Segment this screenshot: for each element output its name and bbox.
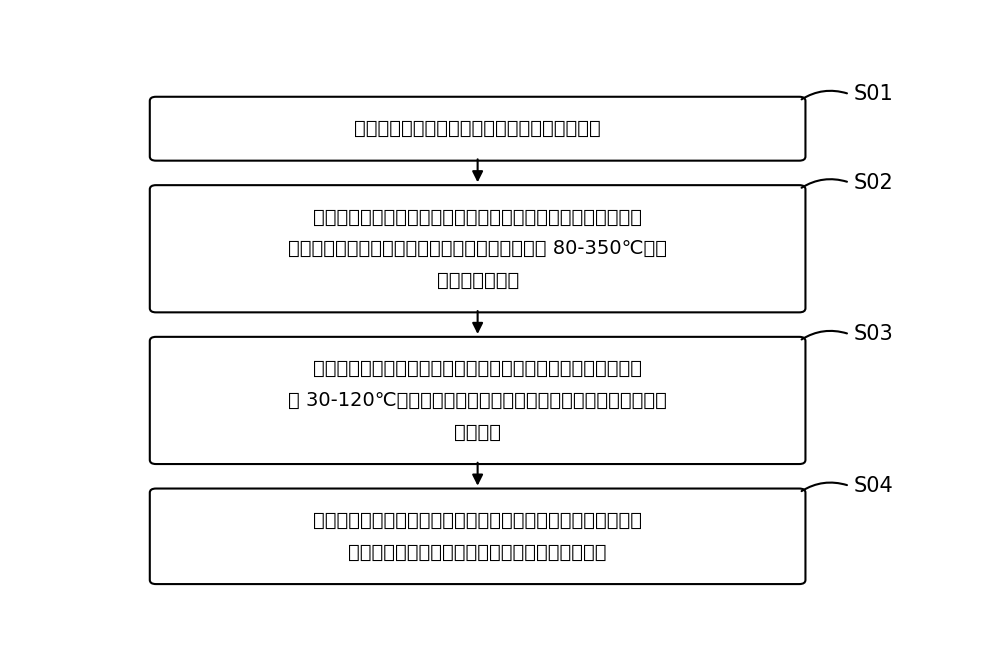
Text: 到第一混合液；: 到第一混合液； bbox=[436, 271, 519, 290]
FancyBboxPatch shape bbox=[150, 97, 805, 161]
Text: S04: S04 bbox=[854, 476, 893, 496]
Text: 提供残余阳离子前驱体的油溶性量子点混合液；: 提供残余阳离子前驱体的油溶性量子点混合液； bbox=[354, 119, 601, 138]
Text: 将所述油溶性量子点混合液在空气、惰性氛围或真空氛围下加入: 将所述油溶性量子点混合液在空气、惰性氛围或真空氛围下加入 bbox=[313, 207, 642, 227]
Text: 至 30-120℃，加入非极性有机溶剂进行第二混合处理，得到第二: 至 30-120℃，加入非极性有机溶剂进行第二混合处理，得到第二 bbox=[288, 391, 667, 410]
Text: 将所述第一混合液进行降温处理，使得所述第一混合液的温度降: 将所述第一混合液进行降温处理，使得所述第一混合液的温度降 bbox=[313, 359, 642, 378]
Text: 有机胺进行热混合处理，所述热混合处理的温度为 80-350℃，得: 有机胺进行热混合处理，所述热混合处理的温度为 80-350℃，得 bbox=[288, 240, 667, 258]
Text: 将所述第二混合液冷却至室温后添加极性有机溶剂形成混浊液，: 将所述第二混合液冷却至室温后添加极性有机溶剂形成混浊液， bbox=[313, 511, 642, 530]
FancyBboxPatch shape bbox=[150, 185, 805, 312]
Text: 混合液；: 混合液； bbox=[454, 423, 501, 442]
FancyBboxPatch shape bbox=[150, 337, 805, 464]
Text: 对所述混浊液进行离心处理，得到油溶性量子点。: 对所述混浊液进行离心处理，得到油溶性量子点。 bbox=[348, 543, 607, 562]
Text: S03: S03 bbox=[854, 324, 893, 345]
Text: S02: S02 bbox=[854, 173, 893, 193]
FancyBboxPatch shape bbox=[150, 488, 805, 584]
Text: S01: S01 bbox=[854, 84, 893, 104]
